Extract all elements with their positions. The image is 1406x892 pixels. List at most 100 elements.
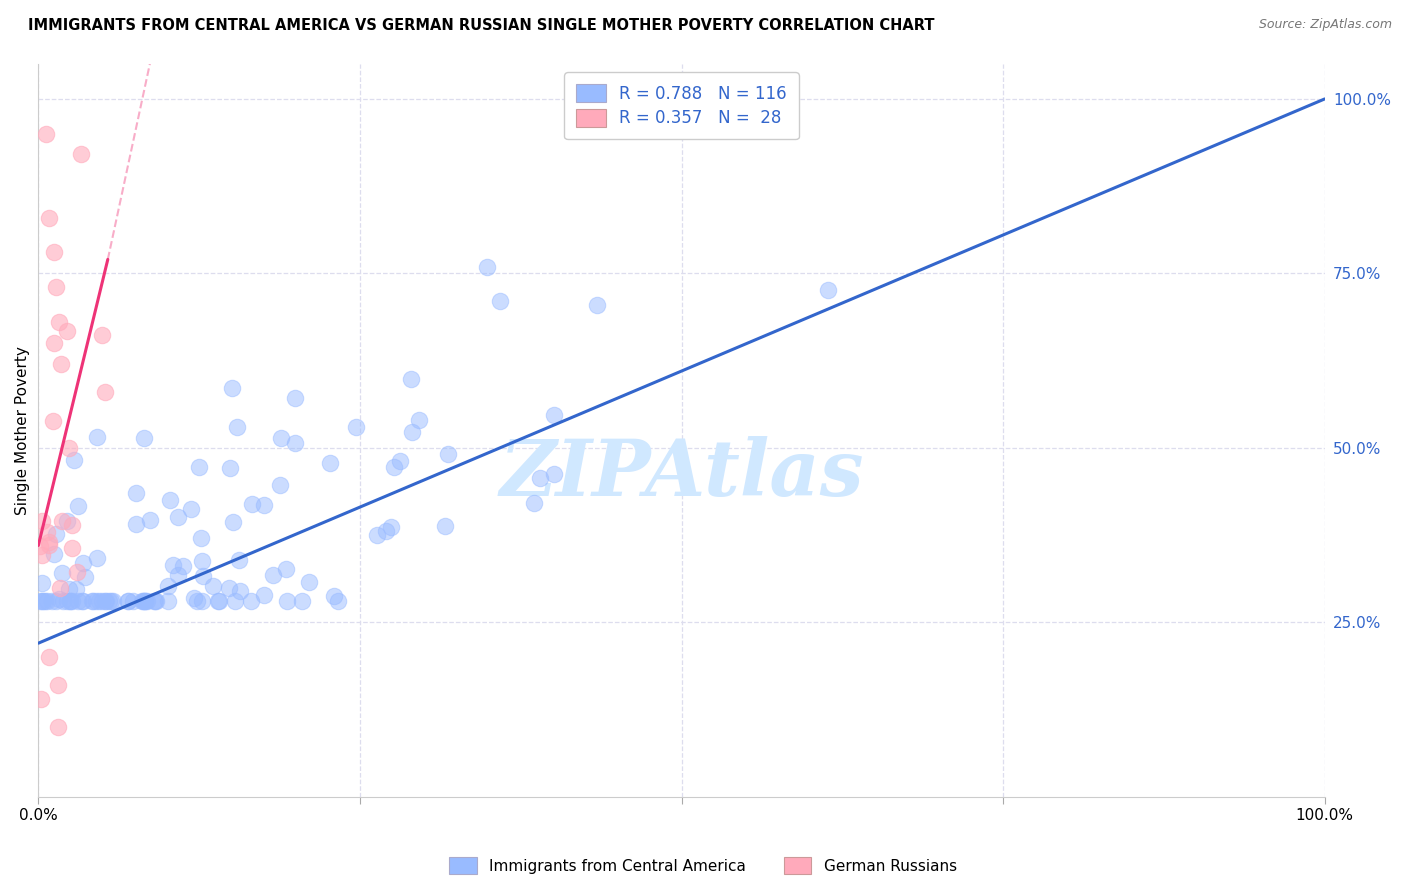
Point (38, 534, 60, 549)
Point (55, 324, 77, 338)
Point (89, 594, 111, 608)
Point (328, 594, 350, 608)
Point (34, 594, 56, 608)
Point (132, 431, 155, 445)
Point (58, 582, 80, 596)
Point (183, 591, 205, 606)
Point (408, 412, 430, 426)
Point (38, 538, 60, 552)
Point (38, 211, 60, 225)
Point (269, 478, 291, 492)
Point (218, 581, 240, 595)
Point (142, 594, 165, 608)
Point (131, 594, 153, 608)
Point (60, 518, 83, 533)
Y-axis label: Single Mother Poverty: Single Mother Poverty (15, 346, 30, 515)
Point (134, 594, 156, 608)
Legend: R = 0.788   N = 116, R = 0.357   N =  28: R = 0.788 N = 116, R = 0.357 N = 28 (564, 72, 799, 139)
Point (66, 565, 89, 579)
Point (117, 594, 139, 608)
Point (132, 594, 155, 608)
Point (225, 419, 247, 434)
Point (66, 499, 89, 513)
Point (134, 594, 156, 608)
Point (28, 539, 51, 553)
Point (297, 574, 319, 589)
Point (35, 127, 58, 141)
Point (94, 594, 117, 608)
Point (45, 527, 67, 541)
Point (276, 562, 298, 576)
Point (82, 594, 104, 608)
Point (28, 594, 51, 608)
Point (90, 594, 112, 608)
Point (45, 280, 67, 294)
Point (94, 384, 117, 399)
Point (437, 447, 460, 461)
Point (375, 524, 398, 538)
Point (51, 515, 73, 529)
Point (58, 441, 80, 455)
Point (253, 498, 276, 512)
Text: ZIPAtlas: ZIPAtlas (499, 436, 863, 513)
Point (543, 409, 565, 423)
Point (55, 514, 77, 528)
Point (60, 541, 83, 556)
Point (65, 582, 87, 596)
Point (100, 594, 122, 608)
Point (270, 431, 292, 445)
Point (167, 510, 190, 524)
Point (31, 575, 53, 590)
Point (344, 419, 367, 434)
Point (319, 456, 342, 470)
Point (188, 459, 211, 474)
Point (380, 520, 402, 534)
Point (475, 260, 498, 274)
Point (224, 594, 246, 608)
Point (401, 372, 423, 386)
Point (193, 569, 215, 583)
Point (70, 594, 93, 608)
Point (186, 594, 208, 608)
Text: Source: ZipAtlas.com: Source: ZipAtlas.com (1258, 18, 1392, 31)
Point (31, 548, 53, 562)
Point (66, 594, 89, 608)
Point (125, 485, 148, 500)
Point (35, 594, 58, 608)
Point (191, 594, 214, 608)
Point (201, 578, 224, 592)
Point (86, 551, 108, 566)
Point (72, 594, 94, 608)
Point (82, 594, 104, 608)
Point (489, 293, 512, 308)
Point (284, 391, 307, 405)
Point (72, 556, 94, 570)
Point (529, 471, 551, 485)
Point (51, 566, 73, 580)
Point (221, 381, 243, 395)
Point (253, 588, 276, 602)
Point (31, 514, 53, 528)
Point (122, 594, 145, 608)
Point (366, 528, 388, 542)
Point (51, 357, 73, 371)
Point (143, 594, 166, 608)
Point (42, 336, 65, 351)
Point (191, 554, 214, 568)
Point (276, 594, 298, 608)
Point (162, 558, 184, 573)
Point (401, 425, 423, 439)
Point (156, 579, 179, 593)
Point (31, 594, 53, 608)
Point (159, 492, 181, 507)
Point (42, 414, 65, 428)
Point (46, 678, 69, 692)
Point (207, 594, 229, 608)
Point (145, 594, 167, 608)
Point (124, 517, 146, 532)
Point (283, 436, 305, 450)
Point (219, 460, 242, 475)
Point (229, 584, 252, 599)
Legend: Immigrants from Central America, German Russians: Immigrants from Central America, German … (443, 851, 963, 880)
Point (180, 501, 202, 516)
